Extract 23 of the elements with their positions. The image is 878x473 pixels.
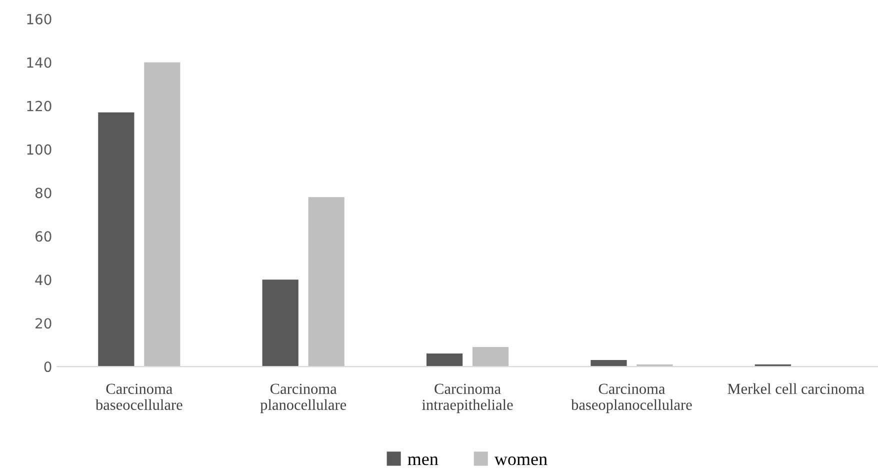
x-tick-label: Carcinoma planocellulare	[260, 384, 346, 414]
y-tick-label: 20	[36, 318, 52, 329]
y-tick-label: 120	[27, 100, 52, 112]
bar	[144, 62, 180, 367]
bar	[472, 347, 509, 367]
bar	[590, 360, 627, 367]
y-tick-label: 100	[27, 144, 52, 155]
bar	[426, 354, 463, 367]
x-tick-label: Carcinoma baseoplanocellulare	[571, 384, 692, 414]
bar	[98, 112, 134, 367]
y-tick-label: 140	[27, 57, 52, 68]
y-tick-label: 80	[35, 188, 52, 198]
y-tick-label: 40	[35, 274, 52, 286]
y-tick-label: 0	[44, 362, 52, 372]
legend-label: men	[408, 456, 438, 466]
x-tick-label: Carcinoma intraepitheliale	[422, 384, 513, 414]
bar	[262, 280, 298, 367]
y-tick-label: 160	[27, 14, 52, 24]
x-tick-label: Merkel cell carcinoma	[728, 383, 864, 394]
x-tick-label: Carcinoma baseocellulare	[95, 384, 182, 410]
legend-label: women	[494, 456, 548, 466]
y-tick-label: 60	[36, 231, 52, 242]
bar	[308, 197, 344, 367]
